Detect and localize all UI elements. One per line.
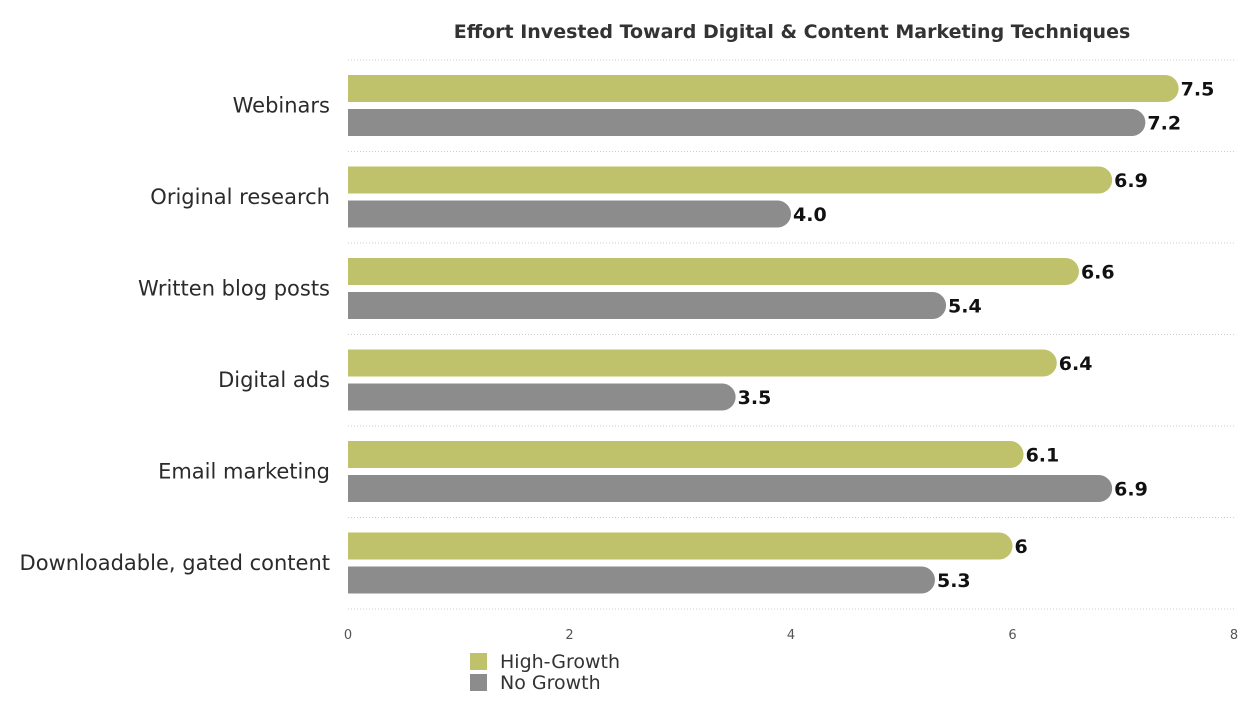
legend-swatch-high-growth: [470, 653, 487, 670]
bars-layer: [348, 75, 1179, 594]
x-tick-label: 2: [565, 628, 573, 643]
bar-high-growth: [348, 166, 1113, 194]
data-label: 7.5: [1181, 79, 1215, 101]
bar-high-growth: [348, 258, 1079, 285]
data-label: 6.4: [1059, 353, 1093, 375]
category-label: Written blog posts: [138, 277, 330, 301]
bar-no-growth: [348, 200, 791, 228]
x-tick-label: 8: [1230, 628, 1238, 643]
bar-no-growth: [348, 475, 1113, 502]
bar-high-growth: [348, 75, 1179, 102]
bar-high-growth: [348, 532, 1013, 560]
legend-swatch-no-growth: [470, 674, 487, 691]
data-label: 6.9: [1114, 479, 1148, 501]
category-label: Digital ads: [218, 368, 330, 392]
data-label: 6.1: [1026, 445, 1060, 467]
bar-no-growth: [348, 292, 947, 319]
category-label: Email marketing: [158, 460, 330, 484]
grid-layer: [348, 59, 1234, 610]
category-label: Original research: [150, 185, 330, 209]
data-label: 5.3: [937, 570, 971, 592]
data-label: 6: [1015, 536, 1028, 558]
bar-no-growth: [348, 383, 736, 411]
legend-label: No Growth: [500, 672, 601, 694]
legend-label: High-Growth: [500, 651, 620, 673]
data-label: 6.6: [1081, 262, 1115, 284]
data-label: 6.9: [1114, 170, 1148, 192]
bar-no-growth: [348, 566, 935, 594]
data-label: 3.5: [738, 387, 772, 409]
bar-high-growth: [348, 349, 1057, 377]
bar-no-growth: [348, 109, 1146, 136]
category-label: Downloadable, gated content: [20, 551, 330, 575]
labels-layer: Webinars 7.57.2 Original research 6.9 4.0 Wri…: [20, 79, 1215, 593]
data-label: 4.0: [793, 204, 827, 226]
x-axis: 0 2 4 6 8: [344, 628, 1238, 643]
bar-high-growth: [348, 441, 1024, 468]
category-label: Webinars: [233, 94, 330, 118]
data-label: 5.4: [948, 296, 982, 318]
chart-title: Effort Invested Toward Digital & Content…: [454, 21, 1131, 43]
x-tick-label: 0: [344, 628, 352, 643]
x-tick-label: 4: [787, 628, 795, 643]
x-tick-label: 6: [1008, 628, 1016, 643]
data-label: 7.2: [1147, 113, 1181, 135]
